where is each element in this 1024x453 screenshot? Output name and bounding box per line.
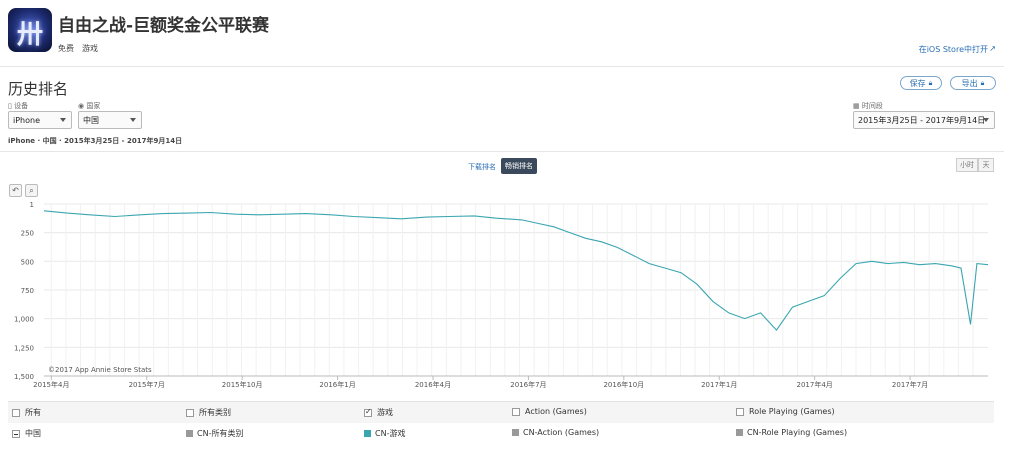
undo-icon[interactable]: ↶	[9, 184, 22, 197]
x-tick-label: 2015年10月	[222, 380, 263, 389]
device-select[interactable]: iPhone	[8, 111, 72, 129]
timerange-select[interactable]: 2015年3月25日 - 2017年9月14日	[853, 111, 995, 129]
divider	[0, 66, 1004, 67]
series-line-cn-games	[43, 210, 989, 331]
tab-downloads-rank[interactable]: 下载排名	[468, 163, 496, 171]
chart-watermark: ©2017 App Annie Store Stats	[48, 366, 152, 374]
legend-label: CN-游戏	[375, 429, 406, 438]
legend-checkbox-item[interactable]: 所有类别	[186, 407, 231, 418]
legend-checkbox-item[interactable]: 所有	[12, 407, 41, 418]
tab-grossing-rank[interactable]: 畅销排名	[501, 158, 537, 174]
day-button[interactable]: 天	[978, 158, 994, 172]
checkbox[interactable]	[12, 408, 20, 417]
y-tick-label: 750	[21, 287, 34, 295]
section-title: 历史排名	[8, 80, 69, 98]
country-select[interactable]: 中国	[78, 111, 142, 129]
export-label: 导出	[961, 78, 978, 88]
filter-summary: iPhone · 中国 · 2015年3月25日 - 2017年9月14日	[8, 137, 183, 145]
legend-checkbox-item[interactable]: 游戏	[364, 407, 393, 418]
legend-checkbox-item[interactable]: Action (Games)	[512, 407, 587, 416]
legend-series-item[interactable]: CN-游戏	[364, 428, 405, 439]
legend-swatch	[186, 430, 193, 437]
y-tick-label: 250	[21, 230, 34, 238]
checkbox[interactable]	[186, 408, 194, 417]
x-tick-label: 2015年4月	[33, 380, 69, 389]
legend: 所有 所有类别 游戏 Action (Games) Role Playing (Game…	[8, 401, 994, 444]
chevron-down-icon	[983, 118, 989, 122]
country-value: 中国	[83, 115, 99, 125]
app-price: 免费	[58, 44, 74, 53]
device-label: ▯ 设备	[8, 102, 29, 110]
legend-checkbox-item[interactable]: Role Playing (Games)	[736, 407, 835, 416]
open-in-store-link[interactable]: 在iOS Store中打开	[918, 45, 988, 54]
chart-grid	[44, 203, 988, 377]
checkbox[interactable]	[512, 407, 520, 416]
legend-series-item[interactable]: CN-所有类别	[186, 428, 243, 439]
x-tick-label: 2016年4月	[415, 380, 451, 389]
timerange-value: 2015年3月25日 - 2017年9月14日	[858, 115, 986, 125]
app-category-link[interactable]: 游戏	[82, 44, 98, 53]
y-tick-label: 1	[30, 201, 34, 209]
lock-icon: 🔒︎	[980, 78, 985, 87]
app-title: 自由之战-巨额奖金公平联赛	[58, 16, 270, 36]
hour-button[interactable]: 小时	[956, 158, 978, 172]
checkbox[interactable]	[736, 407, 744, 416]
y-tick-label: 500	[21, 258, 34, 266]
legend-label: 所有类别	[199, 408, 231, 417]
x-axis: 2015年4月 2015年7月 2015年10月 2016年1月 2016年4月 2016…	[33, 375, 988, 389]
x-tick-label: 2015年7月	[129, 380, 165, 389]
globe-icon: ◉	[78, 102, 85, 110]
x-tick-label: 2017年4月	[797, 380, 833, 389]
y-tick-label: 1,000	[14, 316, 34, 324]
device-icon: ▯	[8, 102, 12, 110]
legend-label: Action (Games)	[525, 407, 587, 416]
legend-swatch	[736, 429, 743, 436]
zoom-icon[interactable]: ⌕	[25, 184, 38, 197]
save-label: 保存	[909, 78, 926, 88]
legend-series-item[interactable]: CN-Action (Games)	[512, 428, 599, 437]
legend-label: Role Playing (Games)	[749, 407, 835, 416]
y-tick-label: 1,500	[14, 373, 34, 381]
device-value: iPhone	[13, 115, 41, 125]
chevron-down-icon	[130, 118, 136, 122]
y-tick-label: 1,250	[14, 344, 34, 352]
legend-country-label: 中国	[25, 429, 41, 438]
x-tick-label: 2016年10月	[603, 380, 644, 389]
y-axis: 1 250 500 750 1,000 1,250 1,500	[14, 201, 34, 381]
legend-label: 所有	[25, 408, 41, 417]
x-tick-label: 2017年7月	[892, 380, 928, 389]
legend-label: 游戏	[377, 408, 393, 417]
timerange-label: ▦ 时间段	[853, 102, 883, 110]
legend-swatch	[364, 430, 371, 437]
legend-swatch	[512, 429, 519, 436]
x-tick-label: 2017年1月	[701, 380, 737, 389]
external-link-icon[interactable]: ↗	[989, 44, 996, 53]
lock-icon: 🔒︎	[928, 78, 933, 87]
legend-label: CN-所有类别	[197, 429, 244, 438]
legend-country-toggle[interactable]: 中国	[12, 428, 41, 439]
country-label: ◉ 国家	[78, 102, 101, 110]
calendar-icon: ▦	[853, 102, 860, 110]
legend-label: CN-Role Playing (Games)	[747, 428, 848, 437]
legend-row-country: 中国 CN-所有类别 CN-游戏 CN-Action (Games) CN-Role P…	[8, 423, 994, 444]
collapse-checkbox[interactable]	[12, 429, 20, 438]
legend-series-item[interactable]: CN-Role Playing (Games)	[736, 428, 847, 437]
legend-label: CN-Action (Games)	[523, 428, 600, 437]
export-button[interactable]: 导出 🔒︎	[950, 76, 996, 90]
rank-history-chart[interactable]: 1 250 500 750 1,000 1,250 1,500 2015年4月 2015年7月…	[0, 196, 1000, 398]
save-button[interactable]: 保存 🔒︎	[900, 76, 942, 90]
chevron-down-icon	[60, 118, 66, 122]
checkbox[interactable]	[364, 407, 372, 417]
x-tick-label: 2016年7月	[510, 380, 546, 389]
x-tick-label: 2016年1月	[319, 380, 355, 389]
app-icon: 卅	[8, 8, 52, 52]
divider	[0, 151, 1004, 152]
legend-row-categories: 所有 所有类别 游戏 Action (Games) Role Playing (Game…	[8, 402, 994, 423]
